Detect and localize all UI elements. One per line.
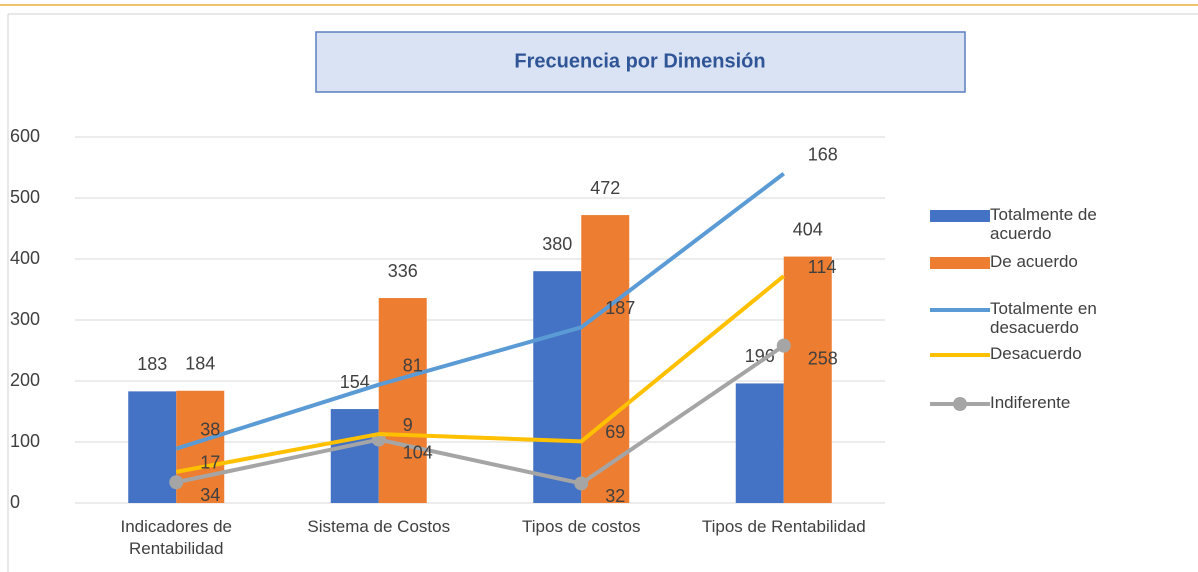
- legend-label: De acuerdo: [990, 252, 1078, 271]
- bar: [128, 391, 177, 503]
- data-label: 336: [388, 261, 418, 281]
- y-tick-label: 600: [10, 126, 40, 146]
- bar: [533, 271, 582, 503]
- bar: [330, 409, 379, 503]
- data-label: 34: [200, 485, 220, 505]
- data-label: 154: [340, 372, 370, 392]
- data-label: 9: [403, 415, 413, 435]
- data-label: 183: [137, 354, 167, 374]
- y-tick-label: 300: [10, 309, 40, 329]
- line-marker: [776, 338, 791, 353]
- x-tick-label: Tipos de costos: [522, 517, 641, 536]
- x-tick-label: Indicadores de Rentabilidad: [120, 517, 233, 559]
- data-label: 17: [200, 453, 220, 473]
- y-tick-label: 400: [10, 248, 40, 268]
- legend-key: [953, 397, 967, 411]
- line: [175, 274, 786, 474]
- line: [175, 343, 785, 486]
- bar: [581, 215, 630, 503]
- chart-title: Frecuencia por Dimensión: [514, 50, 765, 72]
- data-label: 404: [793, 219, 823, 239]
- data-label: 258: [808, 348, 838, 368]
- data-label: 196: [745, 346, 775, 366]
- data-label: 38: [200, 419, 220, 439]
- line-marker: [169, 475, 184, 490]
- legend-label: Totalmente en desacuerdo: [990, 299, 1097, 337]
- bar: [735, 383, 784, 503]
- y-tick-label: 200: [10, 370, 40, 390]
- legend-label: Indiferente: [990, 393, 1071, 412]
- bar: [378, 298, 427, 503]
- data-label: 114: [808, 257, 837, 277]
- data-label: 168: [808, 144, 838, 164]
- legend-label: Desacuerdo: [990, 344, 1082, 363]
- legend-key: [930, 210, 990, 222]
- x-tick-label: Tipos de Rentabilidad: [701, 517, 866, 536]
- legend-key: [930, 257, 990, 269]
- data-label: 187: [605, 298, 635, 318]
- title-box: [315, 31, 966, 93]
- line: [175, 172, 785, 451]
- data-label: 380: [542, 234, 572, 254]
- data-label: 104: [403, 442, 433, 462]
- data-label: 472: [590, 178, 620, 198]
- y-tick-label: 100: [10, 431, 40, 451]
- legend-label: Totalmente de acuerdo: [990, 205, 1097, 243]
- bar: [783, 256, 832, 503]
- data-label: 184: [185, 354, 215, 374]
- data-label: 69: [605, 422, 625, 442]
- data-label: 81: [403, 355, 423, 375]
- y-tick-label: 0: [10, 492, 20, 512]
- data-label: 32: [605, 486, 625, 506]
- x-tick-label: Sistema de Costos: [307, 517, 451, 536]
- line-marker: [574, 476, 589, 491]
- y-tick-label: 500: [10, 187, 40, 207]
